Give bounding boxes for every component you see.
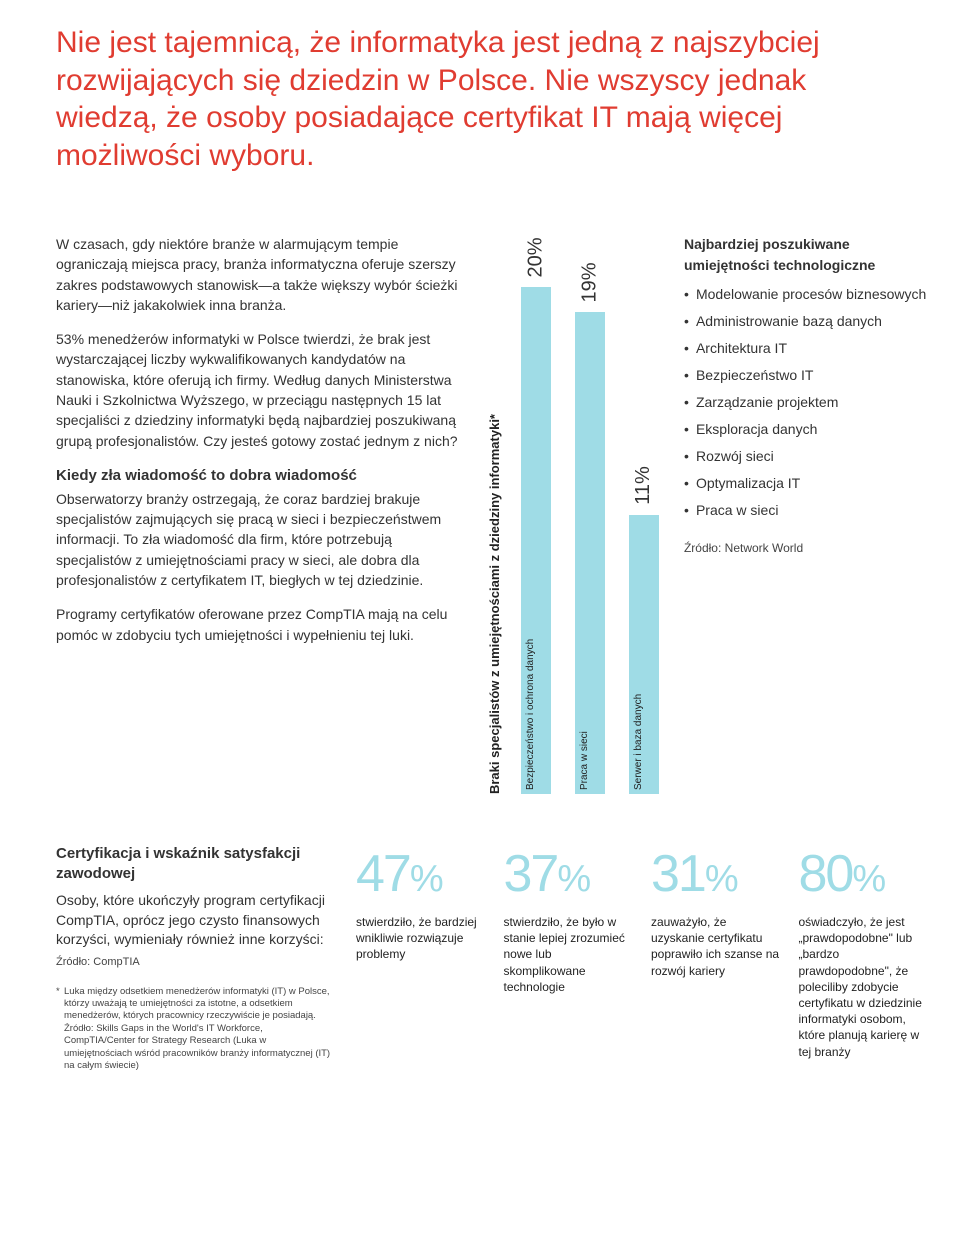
stat-1-text: stwierdziło, że bardziej wnikliwie rozwi…	[356, 914, 486, 963]
bar-1-label: Bezpieczeństwo i ochrona danych	[525, 639, 536, 790]
stat-4: 80% oświadczyło, że jest „prawdopodobne"…	[799, 844, 929, 1060]
list-item: Rozwój sieci	[684, 446, 928, 467]
stat-3-text: zauważyło, że uzyskanie certyfikatu popr…	[651, 914, 781, 979]
bar-1: 20% Bezpieczeństwo i ochrona danych	[516, 234, 556, 794]
bottom-section: Certyfikacja i wskaźnik satysfakcji zawo…	[56, 844, 928, 1072]
bottom-source: Źródło: CompTIA	[56, 956, 336, 968]
bottom-intro: Certyfikacja i wskaźnik satysfakcji zawo…	[56, 844, 336, 1072]
list-item: Architektura IT	[684, 338, 928, 359]
stat-2: 37% stwierdziło, że było w stanie lepiej…	[504, 844, 634, 1060]
footnote: Luka między odsetkiem menedżerów informa…	[56, 986, 336, 1072]
stat-1-value: 47%	[356, 844, 486, 904]
paragraph-3: Obserwatorzy branży ostrzegają, że coraz…	[56, 489, 466, 590]
bar-3-rect: Serwer i baza danych	[629, 515, 659, 794]
body-column: W czasach, gdy niektóre branże w alarmuj…	[56, 234, 466, 794]
skills-list: Modelowanie procesów biznesowych Adminis…	[684, 284, 928, 521]
stat-2-value: 37%	[504, 844, 634, 904]
list-item: Praca w sieci	[684, 500, 928, 521]
stat-4-text: oświadczyło, że jest „prawdopodobne" lub…	[799, 914, 929, 1060]
bar-2: 19% Praca w sieci	[570, 234, 610, 794]
bar-1-rect: Bezpieczeństwo i ochrona danych	[521, 287, 551, 794]
skills-source: Źródło: Network World	[684, 539, 928, 557]
list-item: Zarządzanie projektem	[684, 392, 928, 413]
bar-3-value: 11%	[632, 466, 655, 505]
subheading: Kiedy zła wiadomość to dobra wiadomość	[56, 465, 466, 487]
stat-4-value: 80%	[799, 844, 929, 904]
skills-title: Najbardziej poszukiwane umiejętności tec…	[684, 234, 928, 276]
list-item: Bezpieczeństwo IT	[684, 365, 928, 386]
bar-3: 11% Serwer i baza danych	[624, 234, 663, 794]
bar-3-label: Serwer i baza danych	[633, 694, 644, 790]
paragraph-2: 53% menedżerów informatyki w Polsce twie…	[56, 329, 466, 451]
list-item: Optymalizacja IT	[684, 473, 928, 494]
bar-2-value: 19%	[579, 262, 602, 302]
bar-2-label: Praca w sieci	[579, 731, 590, 790]
main-row: W czasach, gdy niektóre branże w alarmuj…	[56, 234, 928, 794]
list-item: Modelowanie procesów biznesowych	[684, 284, 928, 305]
stat-1: 47% stwierdziło, że bardziej wnikliwie r…	[356, 844, 486, 1060]
stat-3: 31% zauważyło, że uzyskanie certyfikatu …	[651, 844, 781, 1060]
chart-y-axis-label: Braki specjalistów z umiejętnościami z d…	[487, 410, 502, 794]
bottom-title: Certyfikacja i wskaźnik satysfakcji zawo…	[56, 844, 336, 883]
paragraph-4: Programy certyfikatów oferowane przez Co…	[56, 604, 466, 645]
bottom-body: Osoby, które ukończyły program certyfika…	[56, 891, 336, 950]
skills-column: Najbardziej poszukiwane umiejętności tec…	[684, 234, 928, 794]
paragraph-1: W czasach, gdy niektóre branże w alarmuj…	[56, 234, 466, 315]
list-item: Administrowanie bazą danych	[684, 311, 928, 332]
bar-1-value: 20%	[525, 237, 548, 277]
stat-3-value: 31%	[651, 844, 781, 904]
headline: Nie jest tajemnicą, że informatyka jest …	[56, 24, 876, 174]
stats-row: 47% stwierdziło, że bardziej wnikliwie r…	[356, 844, 928, 1060]
bar-chart: Braki specjalistów z umiejętnościami z d…	[490, 234, 660, 794]
list-item: Eksploracja danych	[684, 419, 928, 440]
bar-2-rect: Praca w sieci	[575, 312, 605, 794]
stat-2-text: stwierdziło, że było w stanie lepiej zro…	[504, 914, 634, 995]
